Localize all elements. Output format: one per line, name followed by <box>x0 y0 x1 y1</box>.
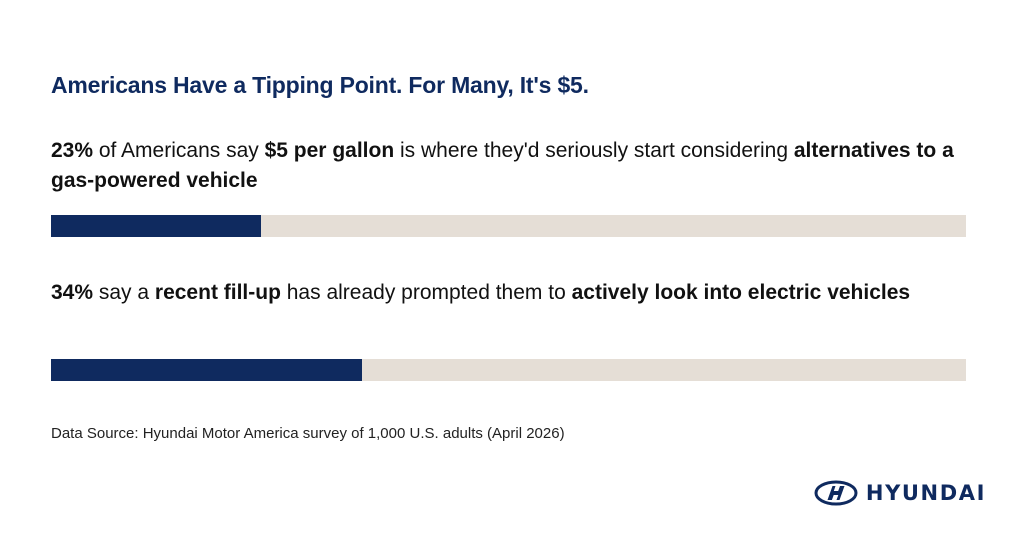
hyundai-logo-icon <box>814 480 858 506</box>
chart-title: Americans Have a Tipping Point. For Many… <box>51 72 589 98</box>
stat-2-subject: actively look into electric vehicles <box>571 281 911 304</box>
stat-text-1: 23% of Americans say $5 per gallon is wh… <box>51 136 971 196</box>
data-source-note: Data Source: Hyundai Motor America surve… <box>51 425 565 442</box>
stat-2-text-a: say a <box>93 281 155 304</box>
stat-2-fillup: recent fill-up <box>154 281 281 304</box>
bar-track-2 <box>51 359 966 381</box>
stat-1-percent: 23% <box>51 139 94 162</box>
stat-1-price: $5 per gallon <box>264 139 395 162</box>
bar-track-1 <box>51 215 966 237</box>
stat-2-text-b: has already prompted them to <box>280 281 572 304</box>
bar-fill-2 <box>51 359 363 381</box>
stat-1-subject: alternatives to a gas-powered vehicle <box>51 139 954 192</box>
stat-1-text-b: is where they'd seriously start consider… <box>394 139 794 162</box>
hyundai-logo: HYUNDAI <box>814 480 986 506</box>
stat-text-2: 34% say a recent fill-up has already pro… <box>51 278 971 308</box>
stat-2-percent: 34% <box>51 281 94 304</box>
hyundai-logo-text: HYUNDAI <box>865 481 986 505</box>
bar-fill-1 <box>51 215 262 237</box>
stat-1-text-a: of Americans say <box>93 139 265 162</box>
